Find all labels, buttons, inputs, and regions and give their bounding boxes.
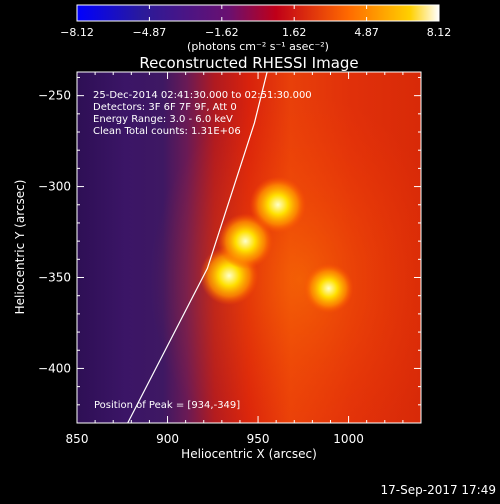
colorbar-ticks: −8.12 −4.87 −1.62 1.62 4.87 8.12 xyxy=(60,5,451,39)
peak-source xyxy=(217,213,274,269)
x-tick-label: 1000 xyxy=(333,432,364,446)
info-energy-range: Energy Range: 3.0 - 6.0 keV xyxy=(93,114,233,125)
colorbar-tick-label: 4.87 xyxy=(354,26,379,39)
peak-source xyxy=(249,176,307,234)
x-axis-ticks: 850 900 950 1000 xyxy=(66,72,422,446)
peak-position-label: Position of Peak = [934,-349] xyxy=(94,400,240,411)
y-tick-label: −300 xyxy=(38,180,71,194)
info-time-range: 25-Dec-2014 02:41:30.000 to 02:51:30.000 xyxy=(93,90,312,101)
info-detectors: Detectors: 3F 6F 7F 9F, Att 0 xyxy=(93,102,237,113)
y-axis-label: Heliocentric Y (arcsec) xyxy=(13,180,27,315)
x-axis-label: Heliocentric X (arcsec) xyxy=(181,447,317,461)
x-tick-label: 900 xyxy=(156,432,179,446)
peak-sources xyxy=(199,176,354,314)
y-tick-label: −400 xyxy=(38,361,71,375)
colorbar: −8.12 −4.87 −1.62 1.62 4.87 8.12 (photons cm⁻… xyxy=(60,4,451,53)
x-tick-label: 850 xyxy=(66,432,89,446)
colorbar-unit-label: (photons cm⁻² s⁻¹ asec⁻²) xyxy=(187,40,329,53)
y-tick-label: −350 xyxy=(38,271,71,285)
colorbar-tick-label: 8.12 xyxy=(427,26,452,39)
info-clean-counts: Clean Total counts: 1.31E+06 xyxy=(93,126,241,137)
y-tick-label: −250 xyxy=(38,89,71,103)
colorbar-tick-label: −8.12 xyxy=(60,26,94,39)
colorbar-tick-label: 1.62 xyxy=(282,26,307,39)
colorbar-tick-label: −1.62 xyxy=(205,26,239,39)
timestamp: 17-Sep-2017 17:49 xyxy=(381,483,496,497)
solar-limb-line xyxy=(127,72,268,423)
colorbar-tick-label: −4.87 xyxy=(133,26,167,39)
colorbar-gradient xyxy=(76,4,440,22)
emission-glow xyxy=(150,90,421,423)
plot-frame xyxy=(76,71,422,424)
observation-info: 25-Dec-2014 02:41:30.000 to 02:51:30.000… xyxy=(93,90,312,137)
image-area xyxy=(77,72,421,423)
y-axis-ticks: −250 −300 −350 −400 xyxy=(38,76,421,424)
peak-source xyxy=(303,263,354,314)
chart-title: Reconstructed RHESSI Image xyxy=(139,54,358,72)
x-tick-label: 950 xyxy=(247,432,270,446)
